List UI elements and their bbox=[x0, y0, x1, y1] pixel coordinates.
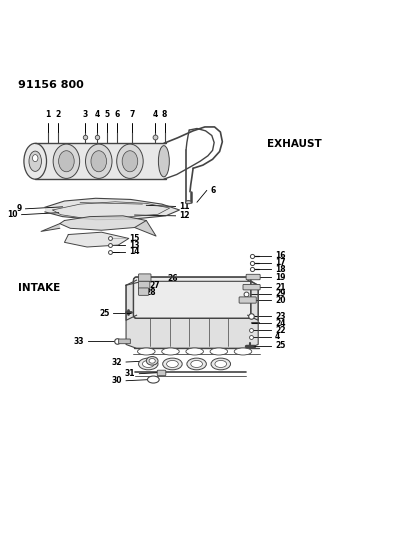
Text: 24: 24 bbox=[275, 319, 286, 328]
Ellipse shape bbox=[167, 360, 178, 367]
Ellipse shape bbox=[234, 348, 252, 355]
Text: 18: 18 bbox=[275, 265, 286, 274]
Text: 26: 26 bbox=[168, 273, 178, 282]
Ellipse shape bbox=[149, 359, 155, 363]
Text: 32: 32 bbox=[112, 358, 122, 367]
Text: 21: 21 bbox=[275, 282, 286, 292]
Text: 2: 2 bbox=[55, 110, 60, 119]
Ellipse shape bbox=[211, 358, 230, 370]
FancyBboxPatch shape bbox=[157, 370, 166, 376]
Text: 23: 23 bbox=[275, 312, 286, 321]
Text: 12: 12 bbox=[179, 211, 190, 220]
Ellipse shape bbox=[215, 360, 227, 367]
Text: 31: 31 bbox=[125, 369, 136, 378]
Ellipse shape bbox=[24, 143, 46, 179]
FancyBboxPatch shape bbox=[134, 277, 251, 318]
Text: 19: 19 bbox=[275, 272, 286, 281]
Text: 28: 28 bbox=[145, 288, 156, 297]
Text: EXHAUST: EXHAUST bbox=[267, 139, 322, 149]
Polygon shape bbox=[41, 224, 60, 231]
Ellipse shape bbox=[53, 144, 80, 179]
Text: 9: 9 bbox=[16, 204, 22, 213]
Ellipse shape bbox=[158, 146, 169, 177]
Polygon shape bbox=[135, 221, 156, 236]
Ellipse shape bbox=[122, 151, 138, 172]
FancyBboxPatch shape bbox=[139, 288, 149, 295]
Text: 3: 3 bbox=[82, 110, 88, 119]
Text: 8: 8 bbox=[162, 110, 167, 119]
Ellipse shape bbox=[139, 358, 158, 370]
Ellipse shape bbox=[91, 151, 106, 172]
Text: 29: 29 bbox=[275, 289, 286, 298]
Text: 1: 1 bbox=[45, 110, 51, 119]
Ellipse shape bbox=[186, 200, 191, 204]
Ellipse shape bbox=[147, 376, 159, 383]
Ellipse shape bbox=[146, 357, 158, 365]
Text: 4: 4 bbox=[152, 110, 158, 119]
Ellipse shape bbox=[138, 348, 155, 355]
Text: 22: 22 bbox=[275, 326, 286, 335]
Ellipse shape bbox=[210, 348, 228, 355]
Text: 25: 25 bbox=[275, 341, 285, 350]
FancyBboxPatch shape bbox=[246, 274, 260, 280]
Polygon shape bbox=[65, 232, 129, 247]
Text: 11: 11 bbox=[179, 202, 190, 211]
Text: 20: 20 bbox=[275, 296, 286, 305]
Text: 25: 25 bbox=[99, 309, 109, 318]
Ellipse shape bbox=[117, 144, 143, 179]
Text: 15: 15 bbox=[129, 234, 139, 243]
Text: 13: 13 bbox=[129, 240, 139, 249]
Ellipse shape bbox=[85, 144, 112, 179]
Text: 27: 27 bbox=[149, 281, 160, 290]
Ellipse shape bbox=[32, 155, 38, 161]
Ellipse shape bbox=[186, 348, 203, 355]
Text: 14: 14 bbox=[129, 247, 139, 256]
Text: 5: 5 bbox=[104, 110, 109, 119]
Ellipse shape bbox=[142, 360, 154, 367]
Text: INTAKE: INTAKE bbox=[18, 283, 60, 293]
Text: 6: 6 bbox=[115, 110, 120, 119]
Text: 16: 16 bbox=[275, 252, 286, 261]
Text: 7: 7 bbox=[129, 110, 135, 119]
Ellipse shape bbox=[59, 151, 74, 172]
Text: 91156 800: 91156 800 bbox=[18, 80, 84, 90]
Ellipse shape bbox=[187, 358, 206, 370]
FancyBboxPatch shape bbox=[139, 274, 151, 281]
Text: 30: 30 bbox=[112, 376, 122, 385]
Ellipse shape bbox=[162, 348, 179, 355]
Text: 6: 6 bbox=[211, 186, 216, 195]
Polygon shape bbox=[126, 281, 258, 349]
FancyBboxPatch shape bbox=[119, 339, 130, 344]
Polygon shape bbox=[60, 216, 146, 230]
Ellipse shape bbox=[29, 151, 41, 172]
FancyBboxPatch shape bbox=[239, 297, 256, 303]
Text: 17: 17 bbox=[275, 258, 286, 267]
Polygon shape bbox=[126, 280, 137, 320]
Text: 4: 4 bbox=[275, 332, 280, 341]
Text: 33: 33 bbox=[73, 337, 84, 346]
FancyBboxPatch shape bbox=[35, 143, 166, 179]
FancyBboxPatch shape bbox=[243, 285, 260, 290]
Polygon shape bbox=[45, 198, 179, 220]
Ellipse shape bbox=[163, 358, 182, 370]
Polygon shape bbox=[248, 280, 258, 320]
Text: 4: 4 bbox=[94, 110, 99, 119]
FancyBboxPatch shape bbox=[139, 281, 150, 289]
Ellipse shape bbox=[191, 360, 203, 367]
Text: 10: 10 bbox=[7, 210, 18, 219]
